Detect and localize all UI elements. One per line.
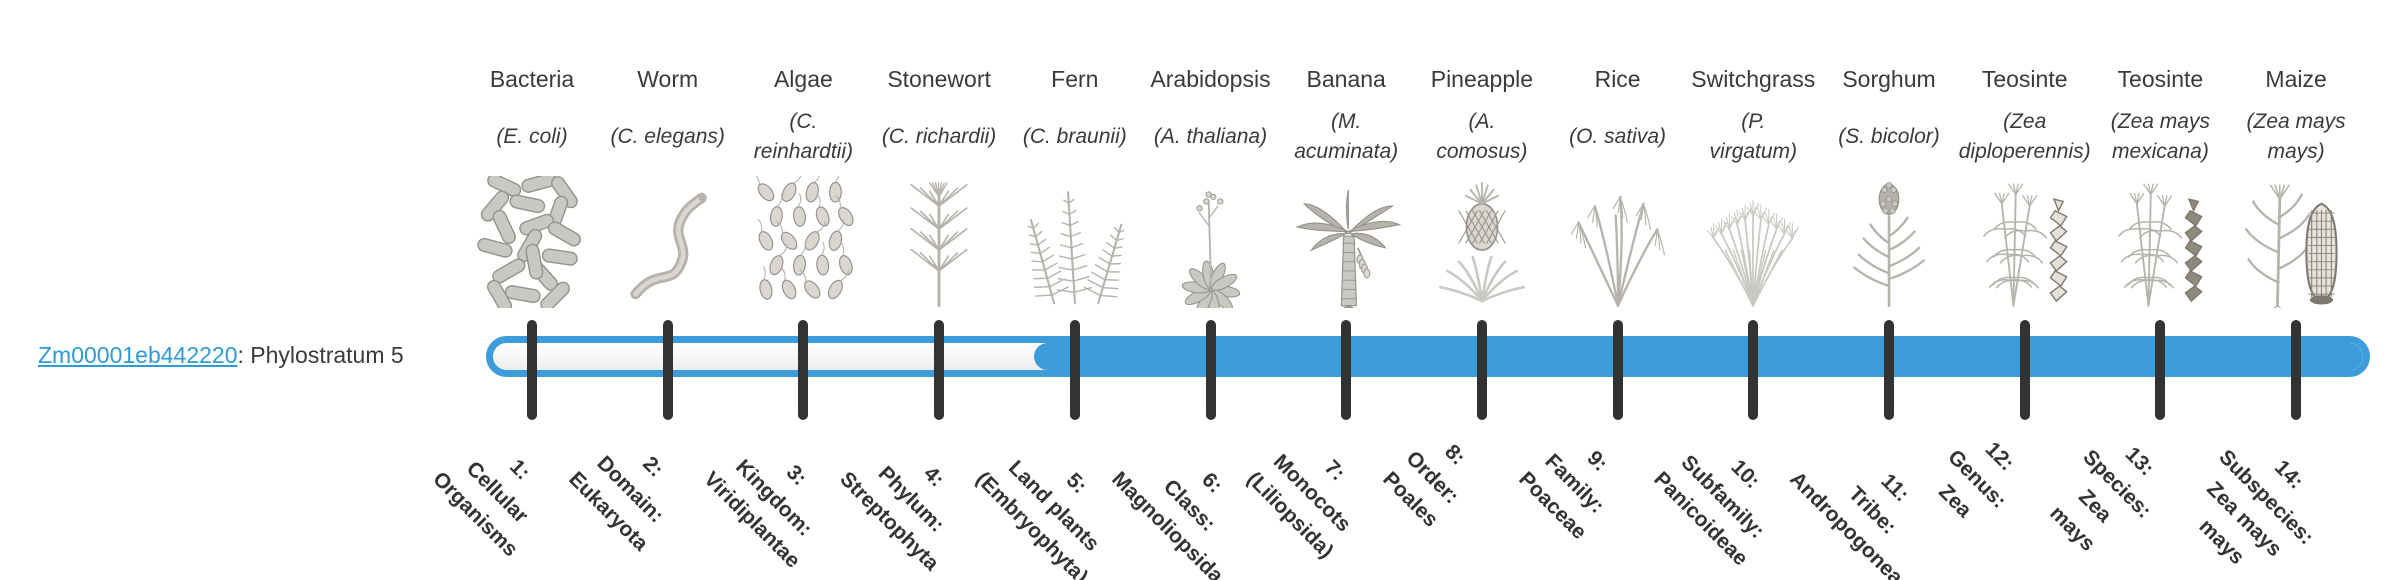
gene-label: Zm00001eb442220: Phylostratum 5 [38, 342, 404, 369]
tick-mark [1476, 320, 1487, 420]
tick-mark [934, 320, 945, 420]
latin-name: (E. coli) [496, 124, 568, 148]
latin-name: (O. sativa) [1569, 124, 1667, 148]
common-name: Arabidopsis [1150, 65, 1271, 92]
stratum-label: 7: Monocots (Liliopsida) [1242, 449, 1356, 563]
latin-name: (C. richardii) [881, 124, 997, 148]
gene-link[interactable]: Zm00001eb442220 [38, 342, 238, 368]
stratum-label: 3: Kingdom: Viridiplantae [699, 454, 818, 573]
stratum-label: 10: Subfamily: Panicoideae [1649, 450, 1770, 571]
tick-mark [662, 320, 673, 420]
bacteria-icon [474, 176, 590, 308]
latin-name: (M. acuminata) [1294, 109, 1399, 163]
latin-name: (P. virgatum) [1709, 109, 1798, 163]
tick-mark [798, 320, 809, 420]
banana-icon [1288, 176, 1404, 308]
latin-name: (Zea diploperennis) [1958, 109, 2091, 163]
common-name: Bacteria [489, 65, 575, 92]
latin-name: (S. bicolor) [1838, 124, 1940, 148]
stratum-label: 5: Land plants (Embryophyta) [971, 455, 1104, 580]
common-name: Teosinte [2117, 65, 2204, 92]
stratum-label: 1: Cellular Organisms [428, 455, 535, 562]
common-name: Maize [2265, 65, 2327, 92]
phylostratum-fill-bar [1033, 343, 2363, 370]
common-name: Banana [1306, 65, 1386, 92]
stratum-label: 8: Order: Poales [1378, 440, 1470, 532]
tick-mark [1341, 320, 1352, 420]
stratum-label: 2: Domain: Eukaryota [564, 451, 669, 556]
stratum-label: 4: Phylum: Streptophyta [835, 461, 950, 576]
arabidopsis-icon [1153, 176, 1269, 308]
worm-icon [610, 176, 726, 308]
common-name: Sorghum [1842, 65, 1936, 92]
tick-mark [1205, 320, 1216, 420]
stratum-label: 9: Family: Poaceae [1513, 446, 1612, 544]
stratum-label: 13: Species: Zea mays [2046, 442, 2159, 556]
tick-mark [1612, 320, 1623, 420]
latin-name: (C. elegans) [610, 124, 725, 148]
tick-mark [1748, 320, 1759, 420]
latin-name: (Zea mays mexicana) [2110, 109, 2210, 163]
stonewort-icon [881, 176, 997, 308]
sorghum-icon [1831, 176, 1947, 308]
tick-mark [527, 320, 537, 420]
teosinte-mexicana-icon [2102, 176, 2218, 308]
common-name: Stonewort [887, 65, 991, 92]
common-name: Switchgrass [1691, 65, 1816, 92]
phylostratum-track-bar [486, 336, 2370, 377]
fern-icon [1017, 176, 1133, 308]
common-name: Algae [773, 65, 833, 92]
stratum-label: 6: Class: Magnoliopsida [1106, 467, 1228, 580]
common-name: Fern [1051, 65, 1099, 92]
stratum-label: 14: Subspecies: Zea mays mays [2194, 445, 2319, 569]
tick-mark [2019, 320, 2030, 420]
common-name: Worm [637, 65, 699, 92]
tick-mark [1069, 320, 1080, 420]
common-name: Rice [1594, 65, 1641, 92]
latin-name: (A. comosus) [1436, 109, 1528, 163]
rice-icon [1560, 176, 1676, 308]
teosinte-diplo-icon [1967, 176, 2083, 308]
pineapple-icon [1424, 176, 1540, 308]
latin-name: (A. thaliana) [1153, 124, 1268, 148]
tick-mark [2155, 320, 2166, 420]
latin-name: (C. braunii) [1022, 124, 1127, 148]
gene-phylostratum-text: : Phylostratum 5 [237, 342, 404, 368]
algae-icon [745, 176, 861, 308]
common-name: Pineapple [1430, 65, 1534, 92]
tick-mark [2291, 320, 2302, 420]
common-name: Teosinte [1981, 65, 2068, 92]
latin-name: (C. reinhardtii) [753, 109, 853, 163]
switchgrass-icon [1695, 176, 1811, 308]
maize-icon [2238, 176, 2354, 308]
latin-name: (Zea mays mays) [2246, 109, 2346, 163]
tick-mark [1884, 320, 1894, 420]
